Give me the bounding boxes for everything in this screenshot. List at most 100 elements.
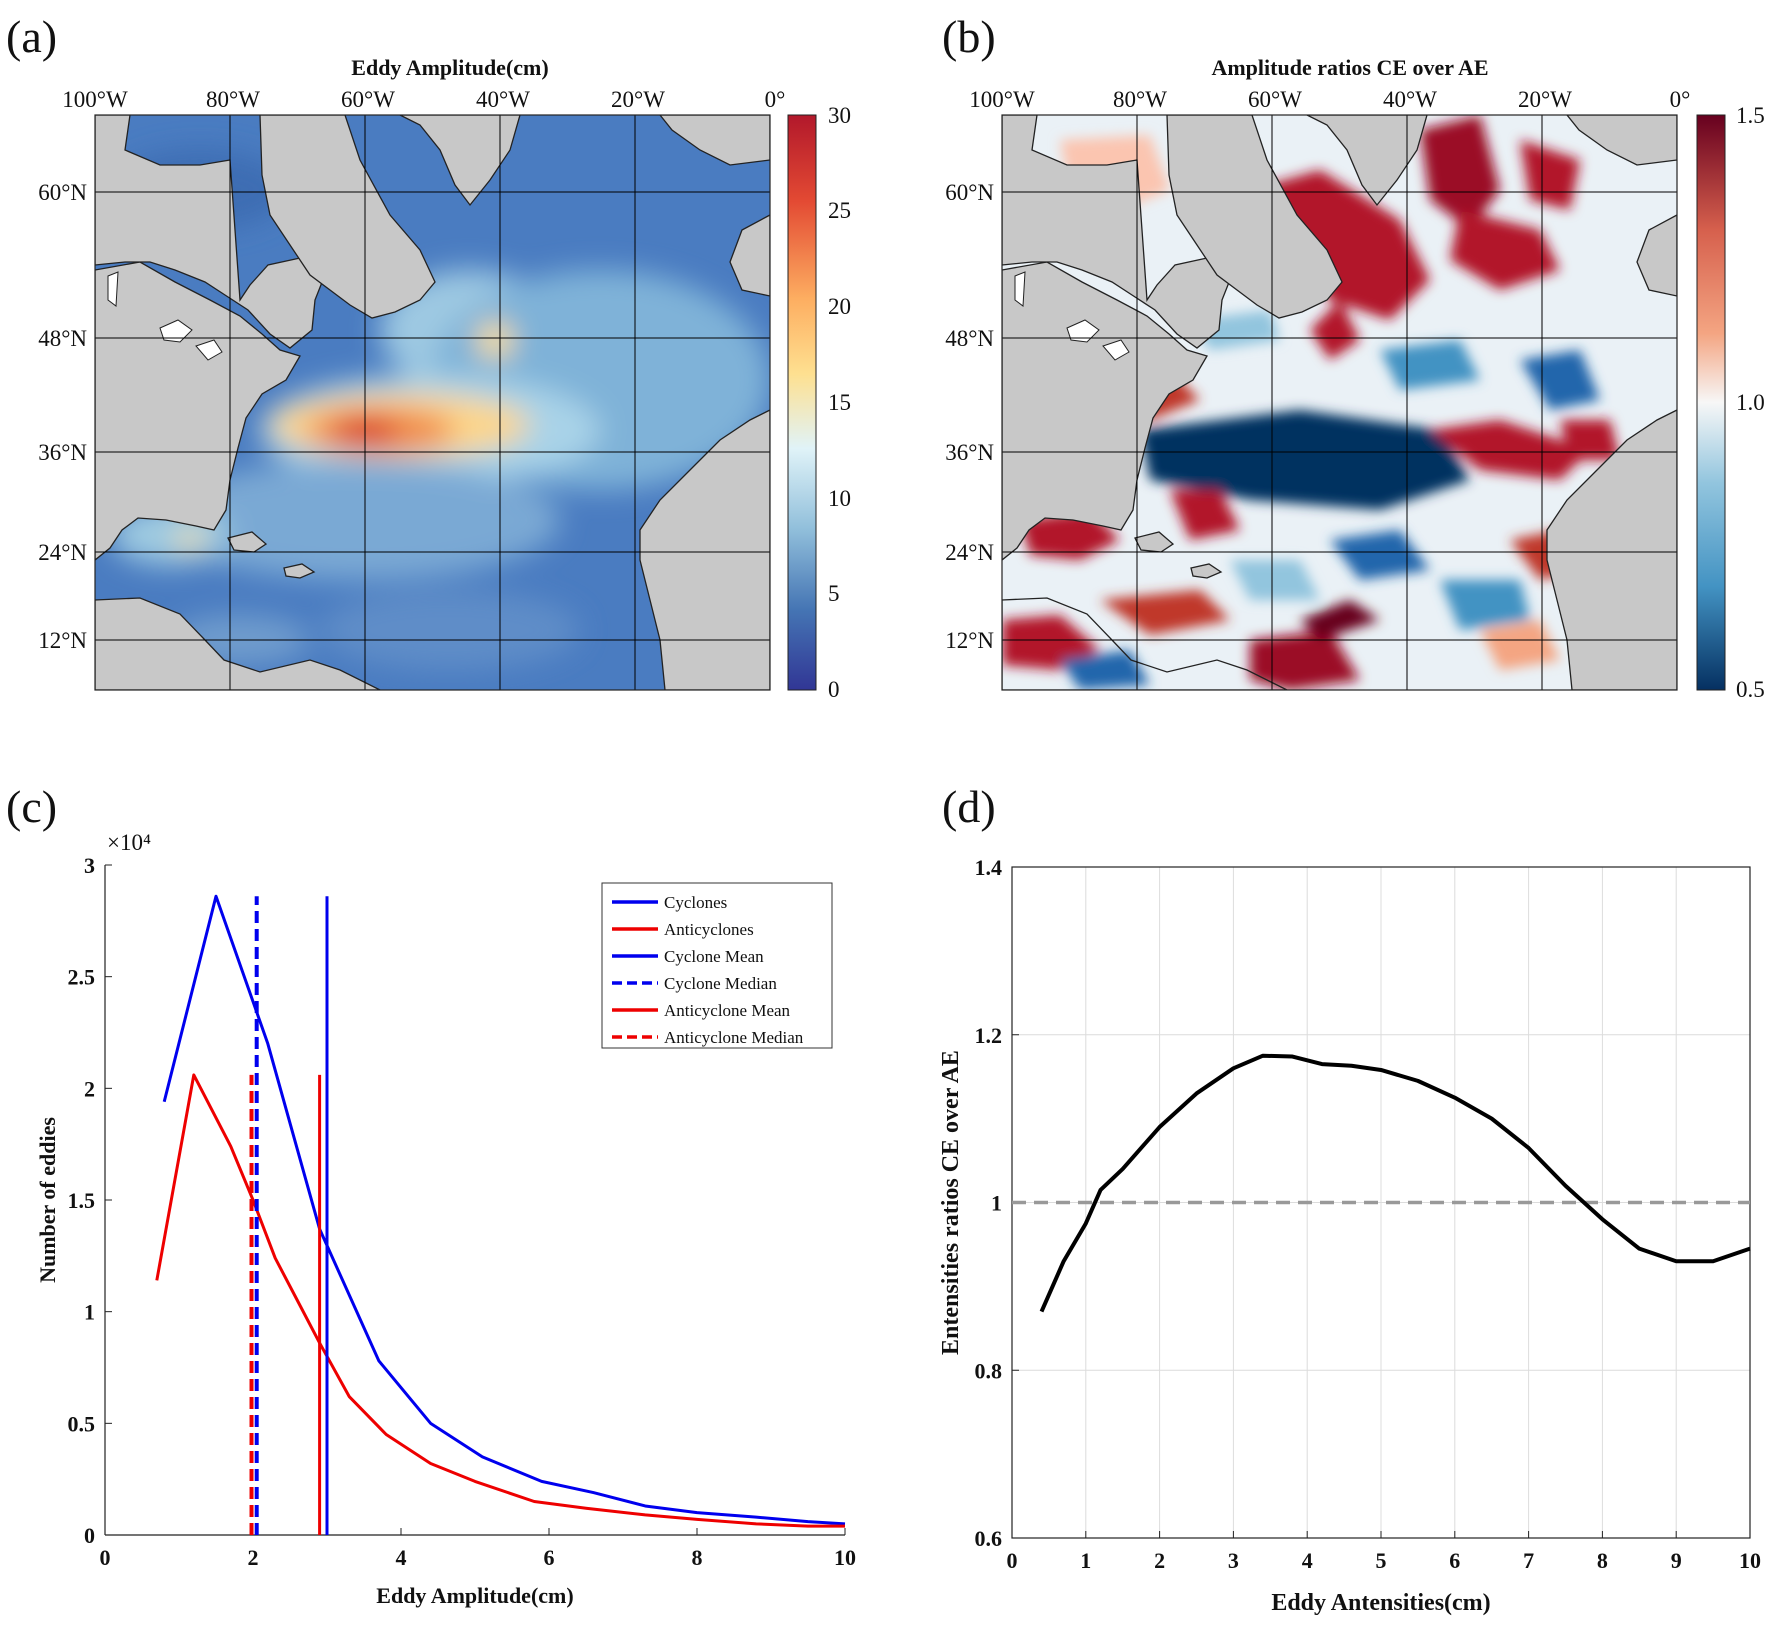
colorbar-tick: 15 xyxy=(828,390,851,415)
colorbar-tick: 25 xyxy=(828,198,851,223)
lon-tick: 60°W xyxy=(341,87,395,112)
series-line-anticyclones xyxy=(155,1073,845,1528)
y-tick-label: 0.8 xyxy=(975,1358,1003,1383)
panel-b-land xyxy=(1002,115,1677,690)
lon-tick: 40°W xyxy=(1383,87,1437,112)
panel-a-colorbar-ticks: 30 25 20 15 10 5 0 xyxy=(828,103,851,702)
lat-tick: 48°N xyxy=(38,326,87,351)
legend-item-label: Anticyclone Median xyxy=(664,1028,804,1047)
colorbar-tick: 10 xyxy=(828,486,851,511)
x-tick-label: 0 xyxy=(100,1545,111,1570)
lon-tick: 0° xyxy=(765,87,786,112)
series-line-cyclones xyxy=(162,894,846,1526)
panel-b-map xyxy=(1002,115,1677,690)
x-tick-label: 9 xyxy=(1671,1548,1682,1573)
panel-a-lat-ticks: 60°N 48°N 36°N 24°N 12°N xyxy=(38,180,87,653)
lat-tick: 12°N xyxy=(945,628,994,653)
lat-tick: 60°N xyxy=(38,180,87,205)
panel-b-lon-ticks: 100°W 80°W 60°W 40°W 20°W 0° xyxy=(969,87,1690,112)
colorbar-tick: 30 xyxy=(828,103,851,128)
x-tick-label: 8 xyxy=(1597,1548,1608,1573)
y-tick-label: 0.5 xyxy=(68,1411,96,1436)
lat-tick: 24°N xyxy=(38,540,87,565)
y-tick-label: 0 xyxy=(84,1523,95,1548)
y-tick-label: 1 xyxy=(84,1300,95,1325)
colorbar-tick: 5 xyxy=(828,581,840,606)
panel-a-frame xyxy=(94,114,771,691)
x-tick-label: 2 xyxy=(248,1545,259,1570)
x-axis-label: Eddy Antensities(cm) xyxy=(1271,1590,1490,1616)
x-tick-label: 3 xyxy=(1228,1548,1239,1573)
lon-tick: 80°W xyxy=(206,87,260,112)
colorbar-tick: 1.0 xyxy=(1736,390,1765,415)
x-tick-label: 5 xyxy=(1376,1548,1387,1573)
x-tick-label: 4 xyxy=(396,1545,407,1570)
y-tick-label: 0.6 xyxy=(975,1526,1003,1551)
colorbar-tick: 0 xyxy=(828,677,840,702)
x-tick-label: 10 xyxy=(1739,1548,1761,1573)
panel-b-grid xyxy=(1002,115,1677,690)
lon-tick: 20°W xyxy=(611,87,665,112)
lon-tick: 20°W xyxy=(1518,87,1572,112)
x-tick-label: 0 xyxy=(1007,1548,1018,1573)
ratio-curve xyxy=(1039,1053,1751,1313)
y-tick-label: 1.5 xyxy=(68,1188,96,1213)
panel-a-map xyxy=(95,115,770,690)
panel-a-land xyxy=(95,115,770,690)
lat-tick: 36°N xyxy=(945,440,994,465)
x-tick-label: 4 xyxy=(1302,1548,1313,1573)
lon-tick: 60°W xyxy=(1248,87,1302,112)
y-axis-label: Entensities ratios CE over AE xyxy=(938,1050,964,1355)
panel-b-lat-ticks: 60°N 48°N 36°N 24°N 12°N xyxy=(945,180,994,653)
legend-box xyxy=(601,882,833,1049)
x-tick-label: 10 xyxy=(834,1545,856,1570)
legend-item-label: Anticyclones xyxy=(664,920,754,939)
colorbar-tick: 20 xyxy=(828,294,851,319)
colorbar-tick: 0.5 xyxy=(1736,677,1765,702)
lon-tick: 100°W xyxy=(969,87,1035,112)
panel-c-label: (c) xyxy=(6,781,57,832)
y-tick-label: 3 xyxy=(84,853,95,878)
chart-c: 0 2 4 6 8 10 0 0.5 1 1.5 2 2.5 3 ×10⁴ Eddy Amplitude(c… xyxy=(35,830,856,1608)
x-tick-label: 1 xyxy=(1080,1548,1091,1573)
y-axis-label: Number of eddies xyxy=(35,1117,60,1283)
lat-tick: 48°N xyxy=(945,326,994,351)
legend-item-label: Cyclones xyxy=(664,893,727,912)
lat-tick: 24°N xyxy=(945,540,994,565)
panel-a-lon-ticks: 100°W 80°W 60°W 40°W 20°W 0° xyxy=(62,87,785,112)
x-tick-label: 2 xyxy=(1154,1548,1165,1573)
y-tick-label: 1.4 xyxy=(975,855,1003,880)
x-tick-label: 8 xyxy=(692,1545,703,1570)
panel-a-label: (a) xyxy=(6,11,57,62)
lon-tick: 40°W xyxy=(476,87,530,112)
lon-tick: 80°W xyxy=(1113,87,1167,112)
x-tick-label: 7 xyxy=(1523,1548,1534,1573)
colorbar-tick: 1.5 xyxy=(1736,103,1765,128)
panel-b-frame xyxy=(1001,114,1678,691)
lat-tick: 36°N xyxy=(38,440,87,465)
panel-a-colorbar xyxy=(787,114,817,691)
lat-tick: 60°N xyxy=(945,180,994,205)
chart-d: 0 1 2 3 4 5 6 7 8 9 10 0.6 0.8 1 1.2 1.4 Eddy Antensitie… xyxy=(938,855,1761,1616)
legend-item-label: Anticyclone Mean xyxy=(664,1001,791,1020)
y-tick-label: 1.2 xyxy=(975,1023,1003,1048)
panel-b-title: Amplitude ratios CE over AE xyxy=(1211,55,1488,80)
x-tick-label: 6 xyxy=(1449,1548,1460,1573)
x-tick-label: 6 xyxy=(544,1545,555,1570)
panel-a-title: Eddy Amplitude(cm) xyxy=(351,55,548,80)
panel-a-grid xyxy=(95,115,770,690)
legend-item-label: Cyclone Mean xyxy=(664,947,764,966)
lon-tick: 100°W xyxy=(62,87,128,112)
panel-b-label: (b) xyxy=(942,11,996,62)
panel-a-lakes xyxy=(107,271,223,361)
panel-b-colorbar-ticks: 1.5 1.0 0.5 xyxy=(1736,103,1765,702)
lat-tick: 12°N xyxy=(38,628,87,653)
panel-b-colorbar xyxy=(1696,114,1726,691)
y-tick-label: 2.5 xyxy=(68,965,96,990)
panel-d-label: (d) xyxy=(942,781,996,832)
y-tick-label: 1 xyxy=(991,1191,1002,1216)
lon-tick: 0° xyxy=(1670,87,1691,112)
legend-item-label: Cyclone Median xyxy=(664,974,777,993)
y-exponent-label: ×10⁴ xyxy=(107,830,151,855)
